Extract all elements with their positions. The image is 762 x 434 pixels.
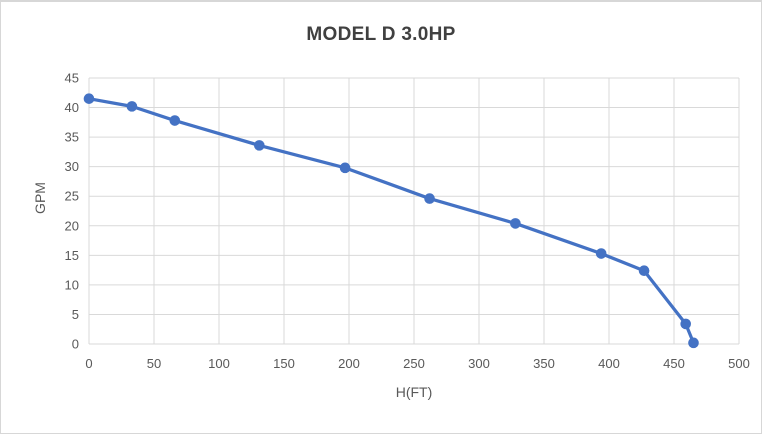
x-tick-labels: 0 50 100 150 200 250 300 350 400 450 500 <box>85 356 749 371</box>
svg-text:15: 15 <box>65 248 79 263</box>
svg-text:200: 200 <box>338 356 360 371</box>
svg-text:25: 25 <box>65 189 79 204</box>
data-series-line <box>87 97 696 345</box>
svg-text:35: 35 <box>65 130 79 145</box>
svg-text:400: 400 <box>598 356 620 371</box>
y-tick-labels: 0 5 10 15 20 25 30 35 40 45 <box>65 71 79 352</box>
svg-text:50: 50 <box>147 356 161 371</box>
svg-text:30: 30 <box>65 159 79 174</box>
svg-text:500: 500 <box>728 356 750 371</box>
svg-text:40: 40 <box>65 100 79 115</box>
svg-text:300: 300 <box>468 356 490 371</box>
x-axis-title: H(FT) <box>395 384 433 400</box>
svg-text:0: 0 <box>72 337 79 352</box>
svg-text:0: 0 <box>85 356 92 371</box>
svg-text:100: 100 <box>208 356 230 371</box>
svg-text:450: 450 <box>663 356 685 371</box>
svg-text:45: 45 <box>65 71 79 86</box>
svg-text:350: 350 <box>533 356 555 371</box>
svg-text:150: 150 <box>273 356 295 371</box>
svg-text:5: 5 <box>72 307 79 322</box>
svg-text:250: 250 <box>403 356 425 371</box>
svg-text:20: 20 <box>65 218 79 233</box>
chart-title: MODEL D 3.0HP <box>306 24 456 45</box>
gridlines <box>88 77 740 345</box>
data-series-markers <box>83 93 699 349</box>
svg-text:10: 10 <box>65 277 79 292</box>
